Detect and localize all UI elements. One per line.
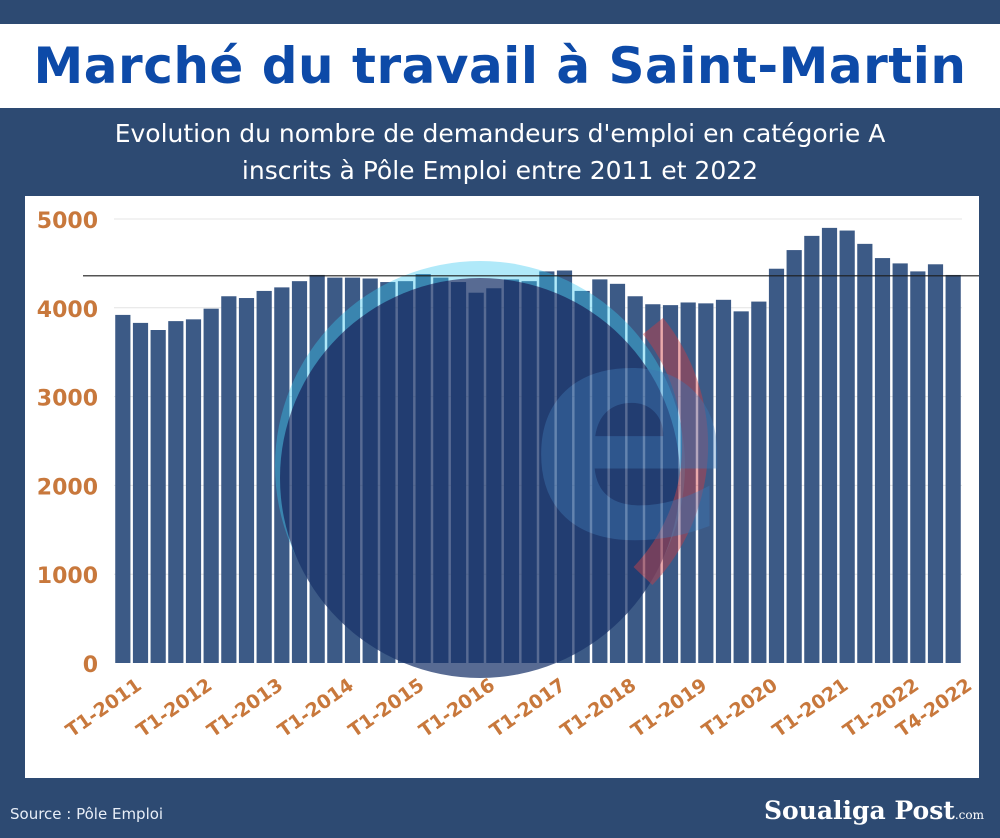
bar (715, 299, 732, 663)
bar (751, 301, 767, 663)
bar (203, 308, 219, 663)
bar (150, 330, 166, 663)
pole-emploi-logo-watermark: e (275, 258, 732, 678)
subtitle-line-2: inscrits à Pôle Emploi entre 2011 et 202… (241, 156, 759, 185)
logo-red-arc (633, 317, 709, 585)
x-tick-label: T1-2012 (133, 674, 217, 742)
x-tick-label: T1-2019 (627, 674, 711, 742)
bar (839, 230, 855, 663)
chart-subtitle: Evolution du nombre de demandeurs d'empl… (0, 115, 1000, 189)
bar (185, 319, 202, 663)
bar (132, 322, 149, 663)
brand-name: Soualiga Post (763, 796, 955, 825)
bar (733, 311, 749, 663)
y-tick-label: 2000 (37, 475, 98, 500)
bar (768, 268, 785, 663)
logo-letter: e (528, 258, 731, 607)
y-tick-label: 4000 (37, 298, 98, 323)
x-tick-label: T1-2020 (698, 674, 782, 742)
bar (786, 250, 802, 663)
bar (821, 227, 838, 663)
y-tick-label: 5000 (37, 209, 98, 234)
bar (927, 264, 944, 663)
x-tick-label: T1-2015 (345, 674, 429, 742)
source-note: Source : Pôle Emploi (10, 805, 164, 823)
bar (945, 274, 961, 663)
brand-logo: Soualiga Post.com (764, 796, 984, 825)
bar (256, 290, 272, 663)
bar (115, 314, 131, 663)
y-tick-label: 0 (83, 653, 98, 678)
bar (874, 258, 891, 663)
chart-panel: e 0 1000 2000 3000 4000 5000 T1-2011 T1-2012 T1… (25, 196, 979, 778)
x-tick-label: T1-2018 (557, 674, 641, 742)
bar (804, 235, 820, 663)
x-tick-labels: T1-2011T1-2012T1-2013T1-2014T1-2015T1-20… (62, 674, 976, 742)
subtitle-line-1: Evolution du nombre de demandeurs d'empl… (114, 119, 886, 148)
x-tick-label: T1-2021 (769, 674, 853, 742)
bar (857, 243, 873, 663)
y-tick-label: 1000 (37, 564, 98, 589)
x-tick-label: T1-2016 (415, 674, 499, 742)
bar (680, 302, 696, 663)
bar (168, 321, 184, 663)
bar (238, 298, 255, 663)
bar (892, 263, 908, 663)
y-tick-label: 3000 (37, 387, 98, 412)
x-tick-label: T1-2017 (486, 674, 570, 742)
brand-suffix: .com (954, 808, 984, 822)
bar (221, 296, 237, 663)
chart-title: Marché du travail à Saint-Martin (33, 37, 967, 95)
bar (910, 271, 926, 663)
title-band: Marché du travail à Saint-Martin (0, 24, 1000, 108)
logo-disc (280, 278, 680, 678)
x-tick-label: T1-2011 (62, 674, 146, 742)
bar (698, 303, 714, 663)
x-tick-label: T1-2014 (274, 674, 358, 742)
y-tick-labels: 0 1000 2000 3000 4000 5000 (37, 209, 98, 678)
x-tick-label: T1-2013 (203, 674, 287, 742)
